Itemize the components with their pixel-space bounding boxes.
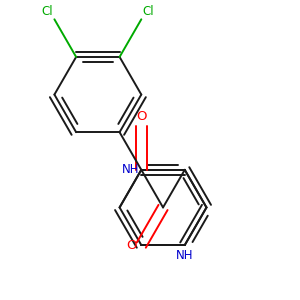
- Text: NH: NH: [176, 249, 194, 262]
- Text: NH: NH: [122, 163, 140, 176]
- Text: O: O: [136, 110, 147, 123]
- Text: Cl: Cl: [41, 5, 53, 18]
- Text: Cl: Cl: [143, 5, 154, 18]
- Text: O: O: [127, 238, 137, 252]
